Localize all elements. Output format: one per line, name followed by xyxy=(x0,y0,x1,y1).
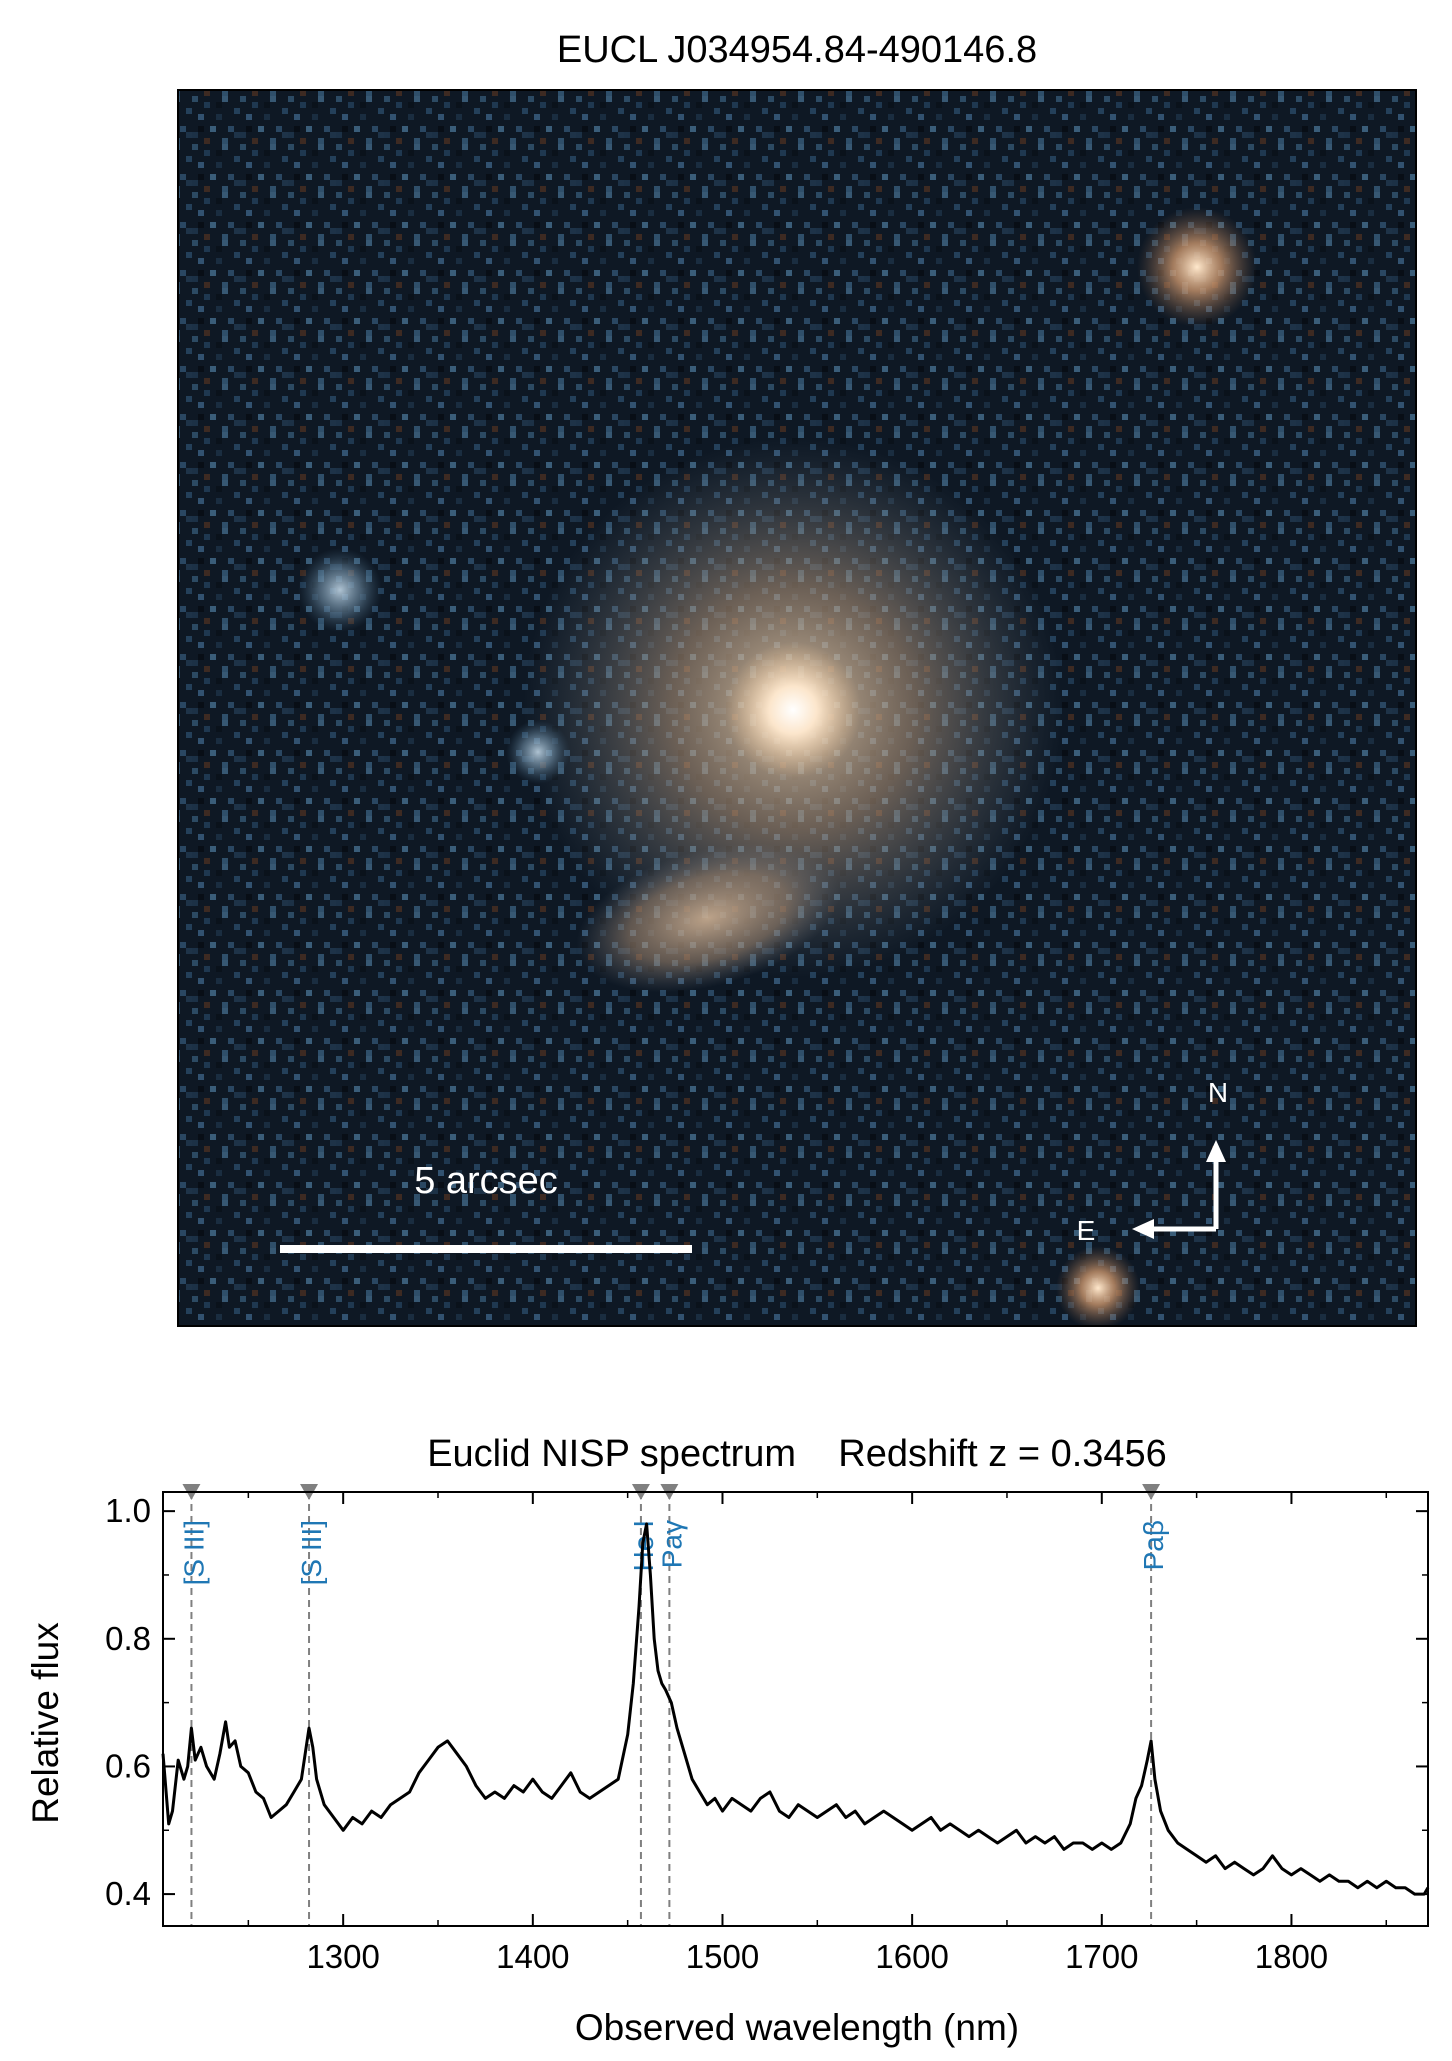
emission-line-label: Paγ xyxy=(656,1520,687,1568)
lens-galaxy-core xyxy=(725,642,861,778)
scale-bar-label: 5 arcsec xyxy=(414,1160,558,1202)
x-tick-label: 1500 xyxy=(686,1938,759,1975)
x-axis-label: Observed wavelength (nm) xyxy=(575,2007,1019,2048)
compass xyxy=(1132,1140,1226,1239)
x-tick-label: 1400 xyxy=(496,1938,569,1975)
y-tick-label: 1.0 xyxy=(105,1492,151,1529)
bottom-source xyxy=(1056,1246,1140,1326)
x-tick-label: 1300 xyxy=(306,1938,379,1975)
galaxy-image xyxy=(178,90,1416,1326)
lensed-arc xyxy=(576,843,840,993)
y-tick-label: 0.6 xyxy=(105,1747,151,1784)
chart-title: Euclid NISP spectrum Redshift z = 0.3456 xyxy=(427,1433,1167,1475)
spectrum-line xyxy=(161,1522,1430,1896)
orange-source xyxy=(1137,207,1257,327)
emission-line-label: [S III] xyxy=(296,1520,327,1585)
image-title: EUCL J034954.84-490146.8 xyxy=(557,29,1037,71)
plot-frame xyxy=(162,1491,1429,1927)
x-tick-label: 1700 xyxy=(1065,1938,1138,1975)
blue-source xyxy=(298,548,382,632)
emission-line-label: Paβ xyxy=(1138,1520,1169,1570)
x-tick-label: 1800 xyxy=(1255,1938,1328,1975)
compass-east-label: E xyxy=(1077,1215,1096,1246)
y-tick-label: 0.8 xyxy=(105,1620,151,1657)
compass-north-label: N xyxy=(1208,1077,1228,1108)
y-tick-label: 0.4 xyxy=(105,1875,151,1912)
x-tick-label: 1600 xyxy=(875,1938,948,1975)
y-axis-label: Relative flux xyxy=(25,1622,66,1824)
blue-source xyxy=(506,720,570,784)
emission-line-label: [S III] xyxy=(178,1520,209,1585)
